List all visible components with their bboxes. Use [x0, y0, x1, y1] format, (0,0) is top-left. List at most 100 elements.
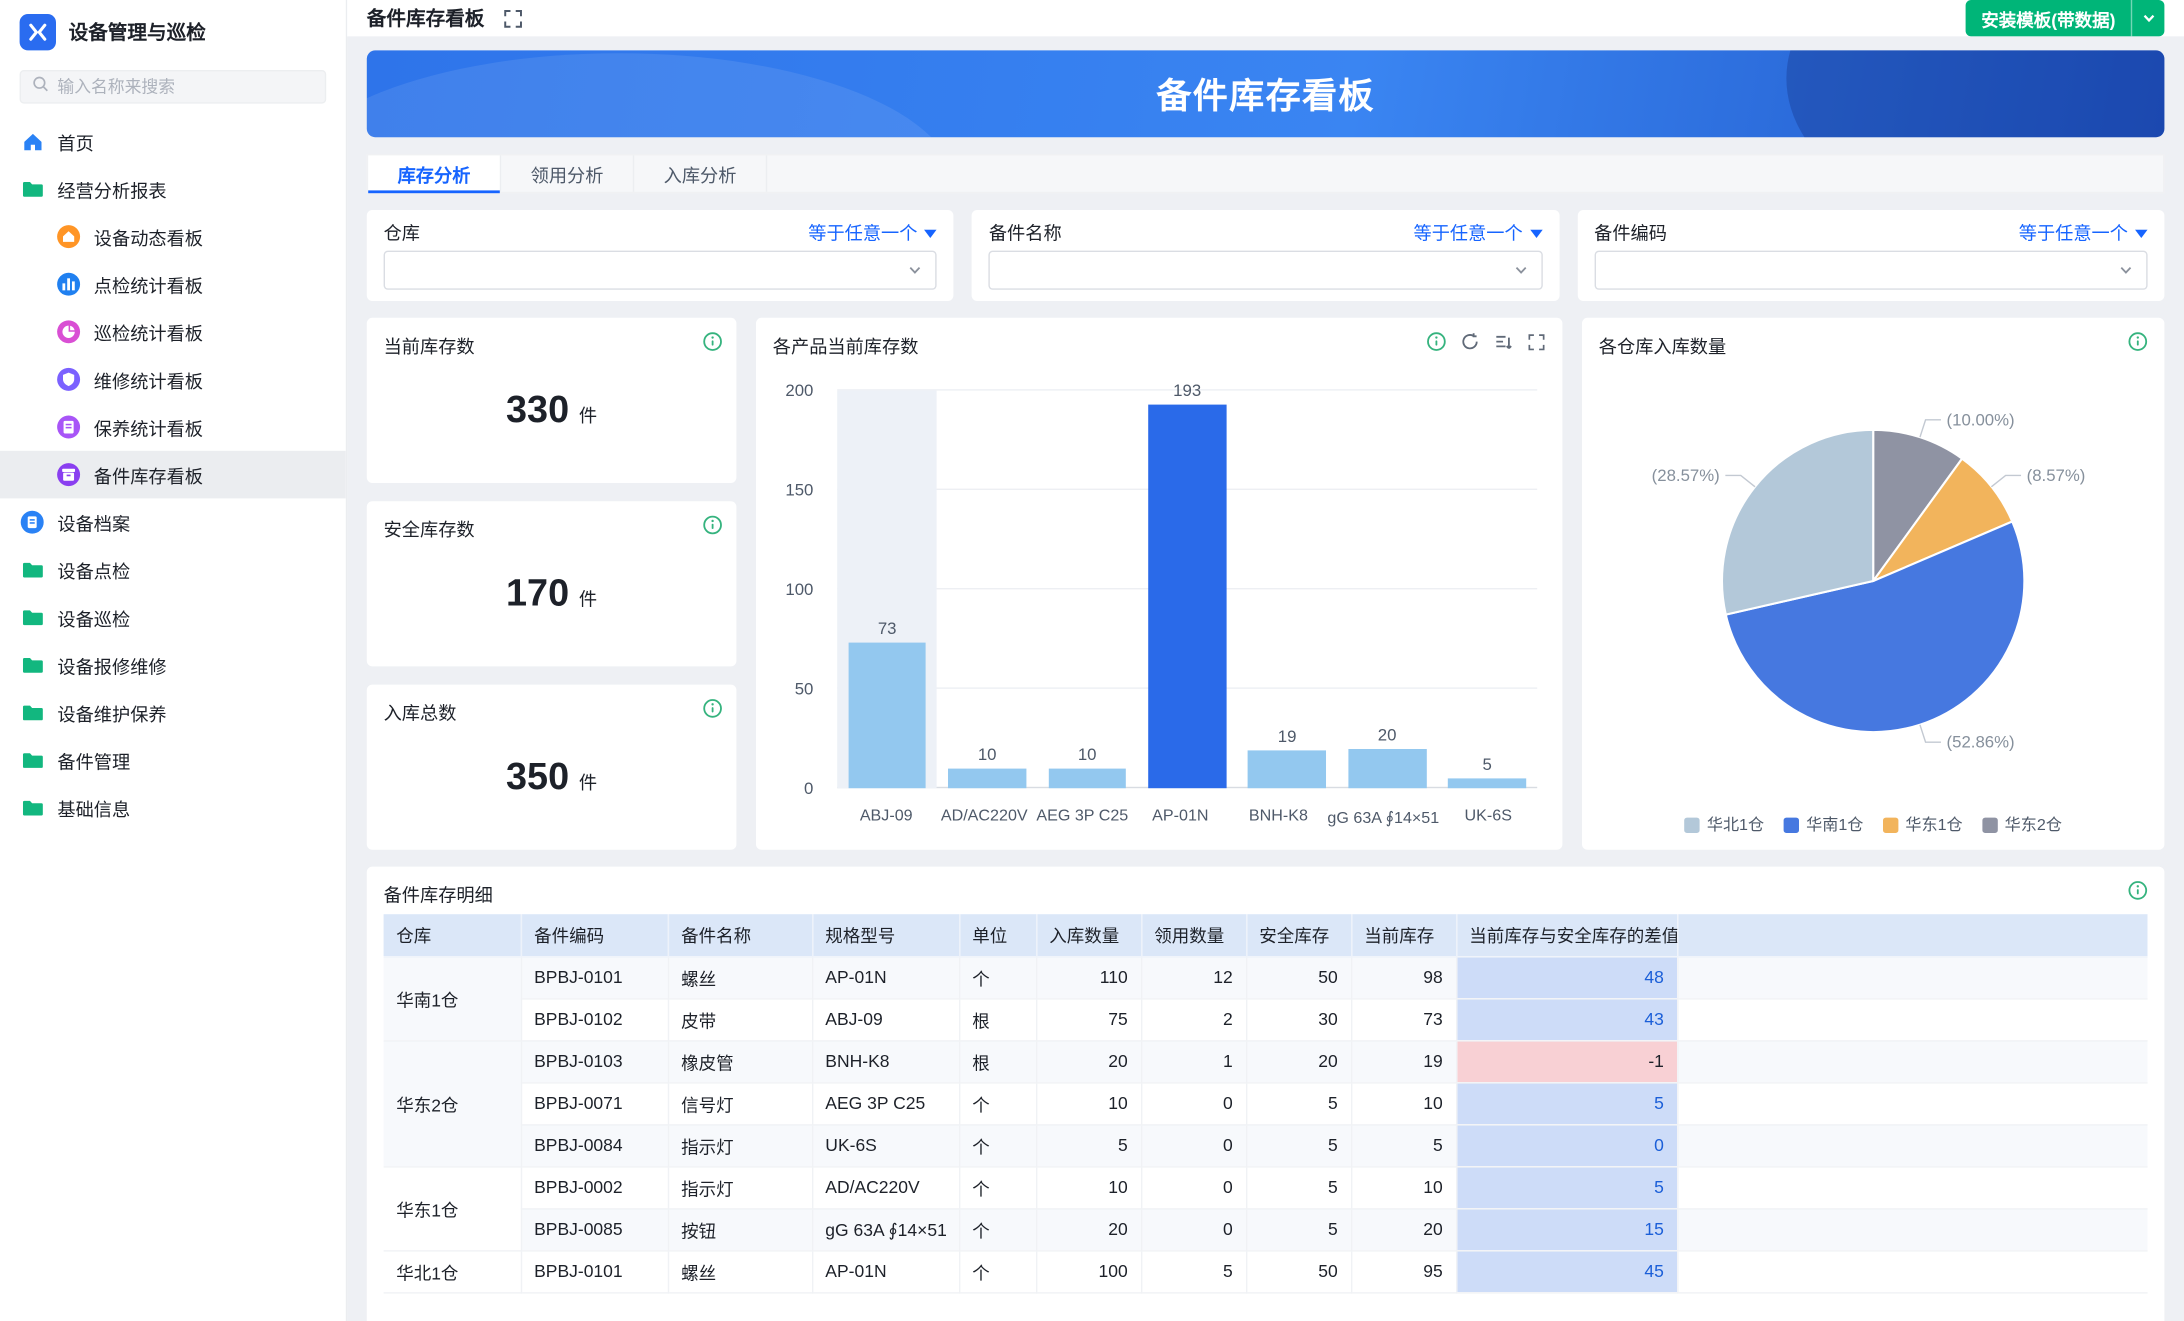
sidebar-item-label: 维修统计看板	[93, 370, 204, 392]
sidebar-item[interactable]: 点检统计看板	[0, 260, 346, 308]
table-cell	[1677, 1166, 2148, 1209]
sidebar-item[interactable]: 巡检统计看板	[0, 308, 346, 356]
column-header: 仓库	[383, 914, 522, 957]
table-cell: 10	[1351, 1082, 1457, 1125]
sidebar-item-label: 备件库存看板	[93, 465, 204, 487]
pie-percent-label: (8.57%)	[2027, 466, 2086, 485]
table-cell: 指示灯	[667, 1124, 813, 1167]
triangle-down-icon	[2134, 221, 2148, 242]
table-cell: 45	[1456, 1250, 1678, 1293]
table-cell: 50	[1246, 956, 1352, 999]
filter-operator-label: 等于任意一个	[808, 221, 918, 243]
legend-swatch	[1982, 816, 1998, 833]
sidebar-item[interactable]: 基础信息	[0, 784, 346, 832]
bar-column: 73	[837, 390, 938, 789]
table-cell: 5	[1456, 1166, 1678, 1209]
legend-item[interactable]: 华东2仓	[1982, 813, 2062, 835]
fullscreen-toggle-icon[interactable]	[503, 8, 524, 29]
sidebar-item-label: 设备点检	[57, 560, 131, 582]
dims-icon[interactable]	[1494, 332, 1514, 352]
filters-row: 仓库 等于任意一个 备件名称 等于任意一个 备件编码 等于任意一个	[366, 210, 2165, 301]
tab-领用分析[interactable]: 领用分析	[501, 155, 635, 192]
info-icon[interactable]	[2128, 332, 2148, 352]
bar-value-label: 19	[1277, 726, 1297, 747]
folder-icon	[20, 700, 45, 725]
info-icon[interactable]	[2128, 881, 2148, 901]
sidebar-item[interactable]: 设备点检	[0, 546, 346, 594]
sidebar-item[interactable]: 经营分析报表	[0, 165, 346, 213]
bar-value-label: 193	[1173, 380, 1202, 401]
pie-label-line	[1725, 474, 1756, 488]
fullscreen-icon[interactable]	[1527, 333, 1545, 351]
info-icon[interactable]	[703, 699, 723, 719]
app-name: 设备管理与巡检	[68, 21, 206, 44]
bar-x-axis: ABJ-09 AD/AC220V AEG 3P C25 AP-01N BNH-K8 gG …	[837, 808, 1537, 828]
table-cell: 2	[1141, 998, 1247, 1041]
legend-item[interactable]: 华北1仓	[1684, 813, 1764, 835]
sidebar-item[interactable]: 维修统计看板	[0, 356, 346, 404]
install-template-button[interactable]: 安装模板(带数据)	[1965, 0, 2165, 37]
archive-icon	[20, 510, 45, 535]
tab-库存分析[interactable]: 库存分析	[368, 155, 502, 194]
column-header	[1677, 914, 2148, 957]
filter-select[interactable]	[383, 250, 938, 290]
bar-column: 10	[937, 391, 1037, 789]
bar-value-label: 20	[1377, 724, 1397, 745]
filter-label: 备件编码	[1594, 221, 1667, 243]
bar-value-label: 5	[1482, 754, 1492, 775]
table-row: BPBJ-0084 指示灯 UK-6S 个 5 0 5 5 0	[384, 1124, 2148, 1167]
kpi-value: 170 件	[367, 572, 737, 615]
table-cell: AEG 3P C25	[812, 1082, 960, 1125]
pie-label-line	[1919, 419, 1941, 438]
y-tick-label: 0	[804, 778, 814, 798]
kpi-label: 安全库存数	[383, 519, 475, 541]
sidebar-item[interactable]: 首页	[0, 118, 346, 166]
sidebar-item-label: 设备动态看板	[93, 227, 204, 249]
bar-plot: 73 10 10 193 19 20 5	[837, 381, 1538, 789]
info-icon[interactable]	[703, 332, 723, 352]
table-cell: AP-01N	[812, 1250, 960, 1293]
sidebar-item[interactable]: 设备档案	[0, 498, 346, 546]
search-input[interactable]	[57, 77, 314, 97]
sidebar-item[interactable]: 保养统计看板	[0, 403, 346, 451]
table-cell: 根	[959, 1040, 1037, 1083]
banner-title: 备件库存看板	[1156, 77, 1375, 117]
sidebar-item[interactable]: 设备维护保养	[0, 689, 346, 737]
filter-select[interactable]	[1594, 250, 2148, 290]
sidebar-item-label: 设备档案	[57, 513, 131, 535]
refresh-icon[interactable]	[1460, 332, 1480, 352]
kpi-unit: 件	[578, 405, 598, 427]
sidebar-item-label: 设备巡检	[57, 608, 131, 630]
column-header: 入库数量	[1036, 914, 1142, 957]
pie-chart-toolbar	[2128, 332, 2148, 352]
column-header: 备件编码	[520, 914, 669, 957]
folder-icon	[20, 176, 45, 201]
legend-item[interactable]: 华东1仓	[1883, 813, 1963, 835]
info-icon[interactable]	[1427, 332, 1447, 352]
table-row: 华北1仓 BPBJ-0101 螺丝 AP-01N 个 100 5 50 95 45	[383, 1250, 2148, 1293]
x-tick-label: gG 63A ∮14×51	[1327, 810, 1440, 828]
tab-入库分析[interactable]: 入库分析	[634, 155, 768, 192]
filter-operator-label: 等于任意一个	[1413, 221, 1523, 243]
legend-item[interactable]: 华南1仓	[1783, 813, 1863, 835]
sidebar-item[interactable]: 设备报修维修	[0, 641, 346, 689]
legend-swatch	[1684, 816, 1700, 833]
pie-slice	[1720, 428, 1875, 616]
sidebar-item[interactable]: 设备巡检	[0, 594, 346, 642]
table-cell: 110	[1036, 956, 1142, 999]
pie-percent-label: (52.86%)	[1947, 733, 2015, 752]
bar-column: 19	[1237, 391, 1337, 789]
filter-operator[interactable]: 等于任意一个	[808, 218, 938, 245]
sidebar-item[interactable]: 备件库存看板	[0, 450, 346, 499]
install-dropdown-arrow-icon[interactable]	[2130, 0, 2165, 37]
table-cell	[1677, 998, 2148, 1041]
info-icon[interactable]	[703, 515, 723, 535]
bar-column: 20	[1337, 391, 1437, 789]
sidebar-search[interactable]	[19, 70, 327, 104]
filter-operator[interactable]: 等于任意一个	[1413, 218, 1543, 245]
sidebar-item[interactable]: 设备动态看板	[0, 213, 346, 261]
kpi-card: 入库总数 350 件	[366, 684, 737, 850]
sidebar-item[interactable]: 备件管理	[0, 736, 346, 784]
filter-operator[interactable]: 等于任意一个	[2019, 218, 2148, 245]
filter-select[interactable]	[988, 250, 1543, 290]
